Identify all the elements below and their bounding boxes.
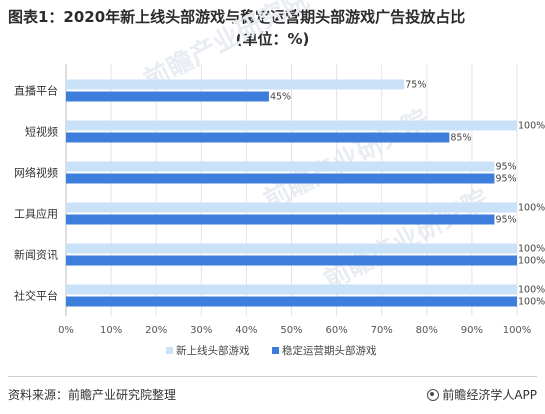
brand-logo-icon <box>427 388 440 401</box>
footer-divider <box>8 376 537 377</box>
legend-label: 稳定运营期头部游戏 <box>282 344 377 357</box>
bar-new-launch <box>66 243 517 254</box>
source-note: 资料来源：前瞻产业研究院整理 <box>8 388 177 402</box>
legend-swatch <box>272 347 279 354</box>
bar-new-launch <box>66 202 517 213</box>
bar-stable-operation <box>66 255 517 266</box>
bar-value-label: 100% <box>518 285 545 296</box>
brand-credit: 前瞻经济学人APP <box>427 386 537 403</box>
bar-new-launch <box>66 120 517 131</box>
bar-value-label: 95% <box>495 215 516 226</box>
y-category-label: 网络视频 <box>14 166 58 180</box>
bar-stable-operation <box>66 91 269 102</box>
bar-value-label: 75% <box>405 80 426 91</box>
x-tick-label: 90% <box>461 325 483 336</box>
bar-value-label: 100% <box>518 256 545 267</box>
bar-new-launch <box>66 284 517 295</box>
chart-title: 图表1：2020年新上线头部游戏与稳定运营期头部游戏广告投放占比 <box>8 8 466 26</box>
x-tick-label: 10% <box>100 325 122 336</box>
bar-value-label: 95% <box>495 162 516 173</box>
bar-value-label: 100% <box>518 244 545 255</box>
x-tick-label: 60% <box>325 325 347 336</box>
y-category-label: 直播平台 <box>14 84 58 98</box>
chart-subtitle: (单位：%) <box>235 30 310 48</box>
bar-stable-operation <box>66 173 495 184</box>
bar-value-label: 100% <box>518 297 545 308</box>
brand-name: 前瞻经济学人APP <box>442 388 537 402</box>
x-tick-label: 80% <box>416 325 438 336</box>
x-tick-label: 20% <box>145 325 167 336</box>
x-tick-label: 30% <box>190 325 212 336</box>
bar-stable-operation <box>66 132 450 143</box>
bar-value-label: 100% <box>518 203 545 214</box>
y-category-label: 短视频 <box>25 125 58 139</box>
bar-value-label: 45% <box>270 92 291 103</box>
bar-new-launch <box>66 161 495 172</box>
bar-stable-operation <box>66 296 517 307</box>
bar-value-label: 85% <box>450 133 471 144</box>
y-category-label: 工具应用 <box>14 207 58 221</box>
x-tick-label: 100% <box>503 325 532 336</box>
y-category-label: 社交平台 <box>14 289 58 303</box>
x-tick-label: 50% <box>280 325 302 336</box>
x-tick-label: 0% <box>58 325 74 336</box>
legend-swatch <box>166 347 173 354</box>
bar-stable-operation <box>66 214 495 225</box>
x-tick-label: 70% <box>371 325 393 336</box>
bar-value-label: 95% <box>495 174 516 185</box>
bar-value-label: 100% <box>518 121 545 132</box>
x-tick-label: 40% <box>235 325 257 336</box>
legend-label: 新上线头部游戏 <box>176 344 250 357</box>
bar-new-launch <box>66 79 405 90</box>
y-category-label: 新闻资讯 <box>14 248 58 262</box>
